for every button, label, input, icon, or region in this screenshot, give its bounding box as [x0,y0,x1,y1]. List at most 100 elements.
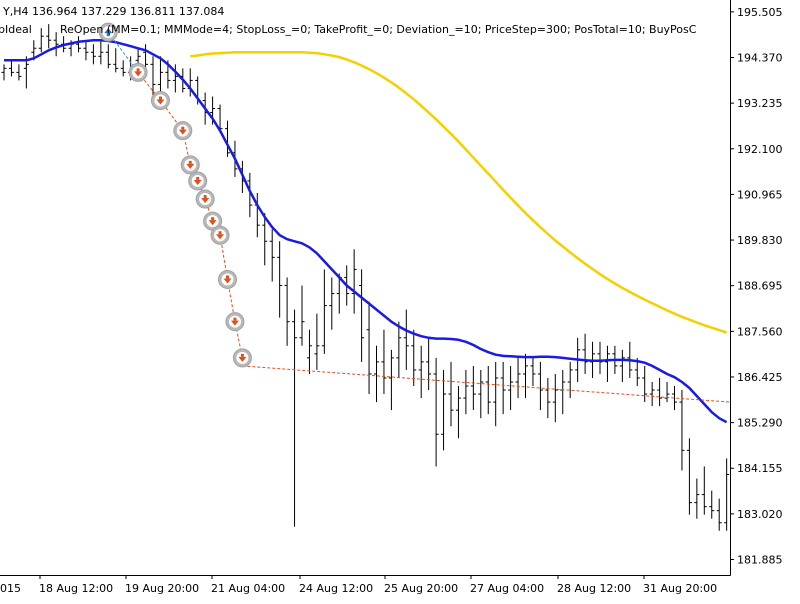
time-label: 24 Aug 12:00 [299,582,373,595]
ohlc-bar [83,40,89,61]
arrow-down-shape [178,129,187,135]
arrow-down-shape [201,198,210,204]
price-label: 195.505 [737,6,783,19]
buy-arrow-icon [98,22,118,42]
time-label: 28 Aug 12:00 [557,582,631,595]
ohlc-bar [470,365,476,411]
ohlc-bar [552,373,558,423]
ohlc-bar [299,285,305,346]
ohlc-bar [679,390,685,471]
ohlc-bar [284,277,290,346]
ma-fast-line [4,38,728,424]
ohlc-bar [411,329,417,387]
price-label: 187.560 [737,325,783,338]
ohlc-bar [500,361,506,415]
price-label: 192.100 [737,143,783,156]
indicator-lines [4,31,731,424]
ohlc-bar [366,301,372,395]
ohlc-bar [530,357,536,387]
ohlc-bar [724,458,730,531]
ohlc-bar [329,277,335,330]
time-label: 2015 [0,582,21,595]
arrow-stem [106,33,110,37]
ohlc-bar [664,381,670,403]
ohlc-bar [455,386,461,439]
price-label: 181.885 [737,554,783,567]
ohlc-bar [672,386,677,411]
ohlc-bar [388,349,394,411]
time-label: 25 Aug 20:00 [384,582,458,595]
ohlc-bar [359,269,365,362]
arrow-down-shape [193,179,202,185]
ohlc-bar [634,357,640,387]
ohlc-bar [1,64,7,81]
sell-arrow-icon [232,348,252,368]
ohlc-bar [597,341,603,374]
chart-frame [0,0,731,576]
ohlc-bar [381,329,387,395]
ohlc-bar [493,361,499,427]
open-position-line [242,365,731,403]
arrow-down-shape [208,220,217,226]
arrow-down-shape [186,163,195,169]
ohlc-bar [53,32,59,57]
arrow-stem [136,68,140,72]
time-scale: 2015 18 Aug 12:00 19 Aug 20:00 21 Aug 04:00… [0,575,717,595]
ohlc-bar [38,28,44,53]
ohlc-bar [262,213,268,266]
ohlc-bar [433,357,439,467]
arrow-stem [233,317,237,321]
ohlc-bar [485,365,491,415]
price-label: 183.020 [737,508,783,521]
arrow-stem [158,96,162,100]
ohlc-bar [567,361,573,399]
ohlc-bar [120,60,126,77]
ohlc-bar [321,269,327,354]
ohlc-bar [292,309,298,527]
arrow-down-shape [156,99,165,105]
price-label: 190.965 [737,188,783,201]
ohlc-bar [716,498,722,531]
time-label: 18 Aug 12:00 [39,582,113,595]
ohlc-bar [649,381,655,407]
sell-arrow-icon [218,269,237,289]
ohlc-bar [105,44,111,69]
arrow-stem [203,195,207,199]
ohlc-bar [150,56,156,97]
ohlc-bar [619,349,625,382]
price-label: 194.370 [737,52,783,65]
sell-arrow-icon [128,62,148,82]
ohlc-bar [523,353,528,399]
ohlc-bar [76,36,81,53]
ohlc-bar [172,64,178,93]
ea-parameters: ReOpen (MM=0.1; MMMode=4; StopLoss_=0; T… [60,23,697,36]
ohlc-bar [8,60,14,77]
symbol-info: Y,H4 136.964 137.229 136.811 137.084 [2,5,224,18]
arrow-stem [196,176,200,180]
ohlc-bar [217,104,223,133]
time-label: 27 Aug 04:00 [470,582,544,595]
ohlc-bar [16,64,22,81]
sell-arrow-icon [188,171,208,191]
sell-arrow-icon [210,225,230,245]
ohlc-bar [478,369,484,419]
price-label: 184.155 [737,462,783,475]
arrow-down-shape [223,278,232,284]
ohlc-bar [657,377,663,407]
ohlc-bar [225,120,230,157]
ohlc-bar [46,24,52,49]
ohlc-bar [642,365,648,403]
time-label: 31 Aug 20:00 [643,582,717,595]
arrow-down-shape [134,71,143,77]
arrow-up-shape [104,28,113,34]
sell-arrow-icon [203,211,223,231]
price-label: 186.425 [737,371,783,384]
ohlc-bar [113,48,119,73]
ohlc-bar [694,478,700,519]
ohlc-bar [418,345,424,399]
ohlc-bars [1,24,730,531]
sell-arrow-icon [180,155,200,175]
ohlc-bar [396,321,402,378]
